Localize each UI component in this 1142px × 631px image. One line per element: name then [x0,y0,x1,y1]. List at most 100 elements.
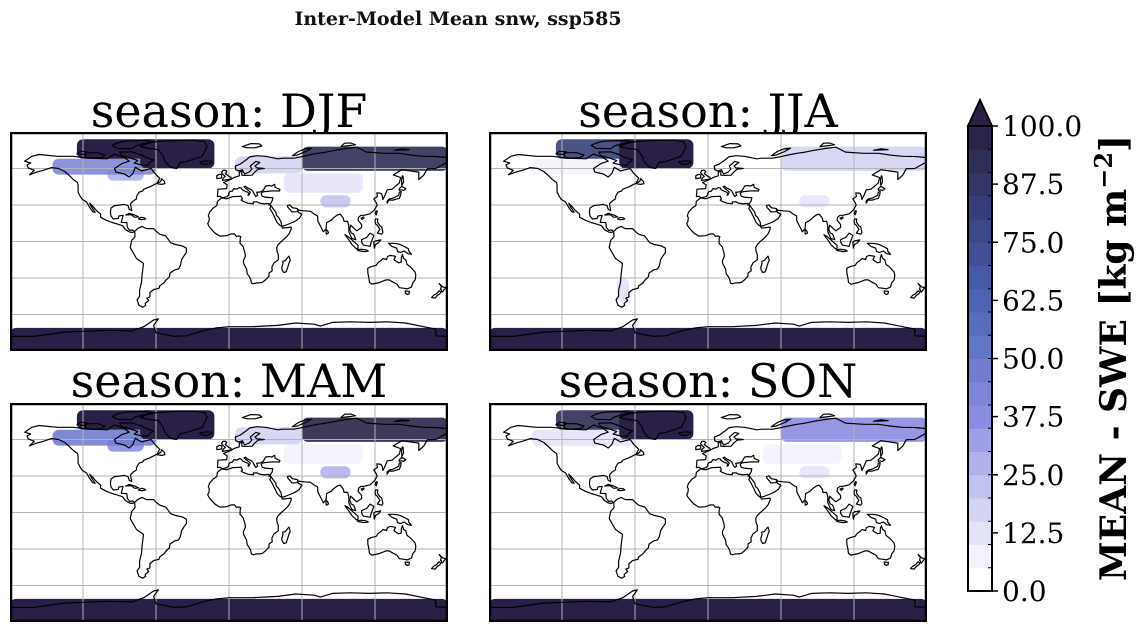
panel-title-djf: season: DJF [90,84,368,138]
coastline-borneo [840,232,854,248]
coastline-madagascar [281,526,291,545]
coastline-australia [846,253,896,290]
coastline-taiwan [374,481,378,487]
colorbar-segment [968,288,992,313]
coastline-great-britain [699,169,711,182]
coastline-north-america [503,153,640,234]
coastline-borneo [361,503,375,519]
colorbar-segment [968,195,992,220]
coastline-victoria-island [563,423,585,430]
coastline-tasmania [883,561,889,567]
coastline-newfoundland [156,449,166,457]
colorbar-segment [968,265,992,290]
coastline-sakhalin [400,175,405,187]
coastline-philippines [374,218,384,235]
coastline-novaya-zemlya [291,147,313,157]
map-panel-djf [10,132,448,351]
coastline-australia [846,524,896,561]
colorbar-segment [968,335,992,359]
colorbar-tick-label: 75.0 [1002,226,1064,259]
coastline-hainan [360,487,365,492]
coastline-sulawesi [373,510,382,520]
snow-cell-tibetan-plateau [799,195,830,208]
snow-cell-northern-canada [52,429,157,446]
colorbar-tick-label: 62.5 [1002,284,1064,317]
map-panel-jja [489,132,927,351]
coastline-philippines [853,489,863,506]
coastline-antarctica [489,318,927,351]
coastline-taiwan [374,210,378,216]
coastline-madagascar [760,526,770,545]
coastline-svalbard [241,143,263,149]
coastline-hainan [360,216,365,221]
coastline-new-guinea [866,242,892,255]
colorbar-tick-label: 12.5 [1002,517,1064,550]
coastline-eurasia [216,146,448,241]
coastline-south-america [129,225,187,308]
coastline-antarctica [10,589,448,622]
colorbar-tick-label: 37.5 [1002,401,1064,434]
coastline-madagascar [281,255,291,274]
coastline-greenland [618,139,687,170]
coastline-philippines [853,218,863,235]
coastline-south-america [608,225,666,308]
coastline-new-siberian-islands [393,419,410,422]
coastline-banks-island [76,150,89,156]
coastline-sumatra [823,505,838,521]
coastline-north-america [503,424,640,505]
map-panel-son [489,403,927,622]
snow-cell-greenland [619,139,694,169]
coastline-sakhalin [400,446,405,458]
coastline-hokkaido [398,185,407,192]
coastline-hokkaido [877,185,886,192]
coastline-new-siberian-islands [393,148,410,151]
coastline-banks-island [555,421,568,427]
coastline-ireland [695,173,702,180]
coastline-java [356,519,369,524]
coastline-new-zealand-north [438,553,447,564]
panel-title-jja: season: JJA [578,84,838,138]
coastline-newfoundland [156,178,166,186]
map-frame-son [489,403,927,622]
coastline-svalbard [241,414,263,420]
coastline-new-zealand-south [910,290,921,299]
coastline-eurasia [216,417,448,512]
coastline-banks-island [76,421,89,427]
snow-cell-northern-canada [531,429,635,446]
coastline-ireland [695,444,702,451]
coastline-new-zealand-north [917,282,926,293]
coastline-sakhalin [879,175,884,187]
colorbar-segment [968,521,992,545]
snow-cell-central-asia [283,444,363,464]
coastline-antarctica [10,318,448,351]
coastline-hispaniola [616,487,626,492]
panel-title-mam: season: MAM [70,354,388,408]
coastline-sri-lanka [325,229,330,235]
coastline-australia [367,253,417,290]
gridlines [489,132,927,351]
coastline-greenland [139,410,208,441]
snow-cell-greenland [140,410,215,440]
coastline-hispaniola [137,487,147,492]
snow-cell-central-asia [762,444,842,464]
coastline-banks-island [555,150,568,156]
coastline-baffin-island [597,422,634,438]
coastline-tasmania [404,290,410,296]
coastline-japan [386,190,402,204]
snow-cell-tibetan-plateau [799,466,830,479]
coastline-tasmania [883,290,889,296]
coastline-svalbard [720,414,742,420]
colorbar-extend-triangle [966,97,994,127]
coastline-north-america [24,424,161,505]
coastlines [10,139,448,351]
coastline-borneo [840,503,854,519]
coastline-java [356,248,369,253]
colorbar-segment [968,172,992,197]
colorbar-segment [968,126,992,150]
coastline-ellesmere-island [590,139,634,150]
coastline-great-britain [220,440,232,453]
coastline-severnaya-zemlya [340,142,357,148]
coastline-hokkaido [398,456,407,463]
colorbar-segment [968,381,992,406]
